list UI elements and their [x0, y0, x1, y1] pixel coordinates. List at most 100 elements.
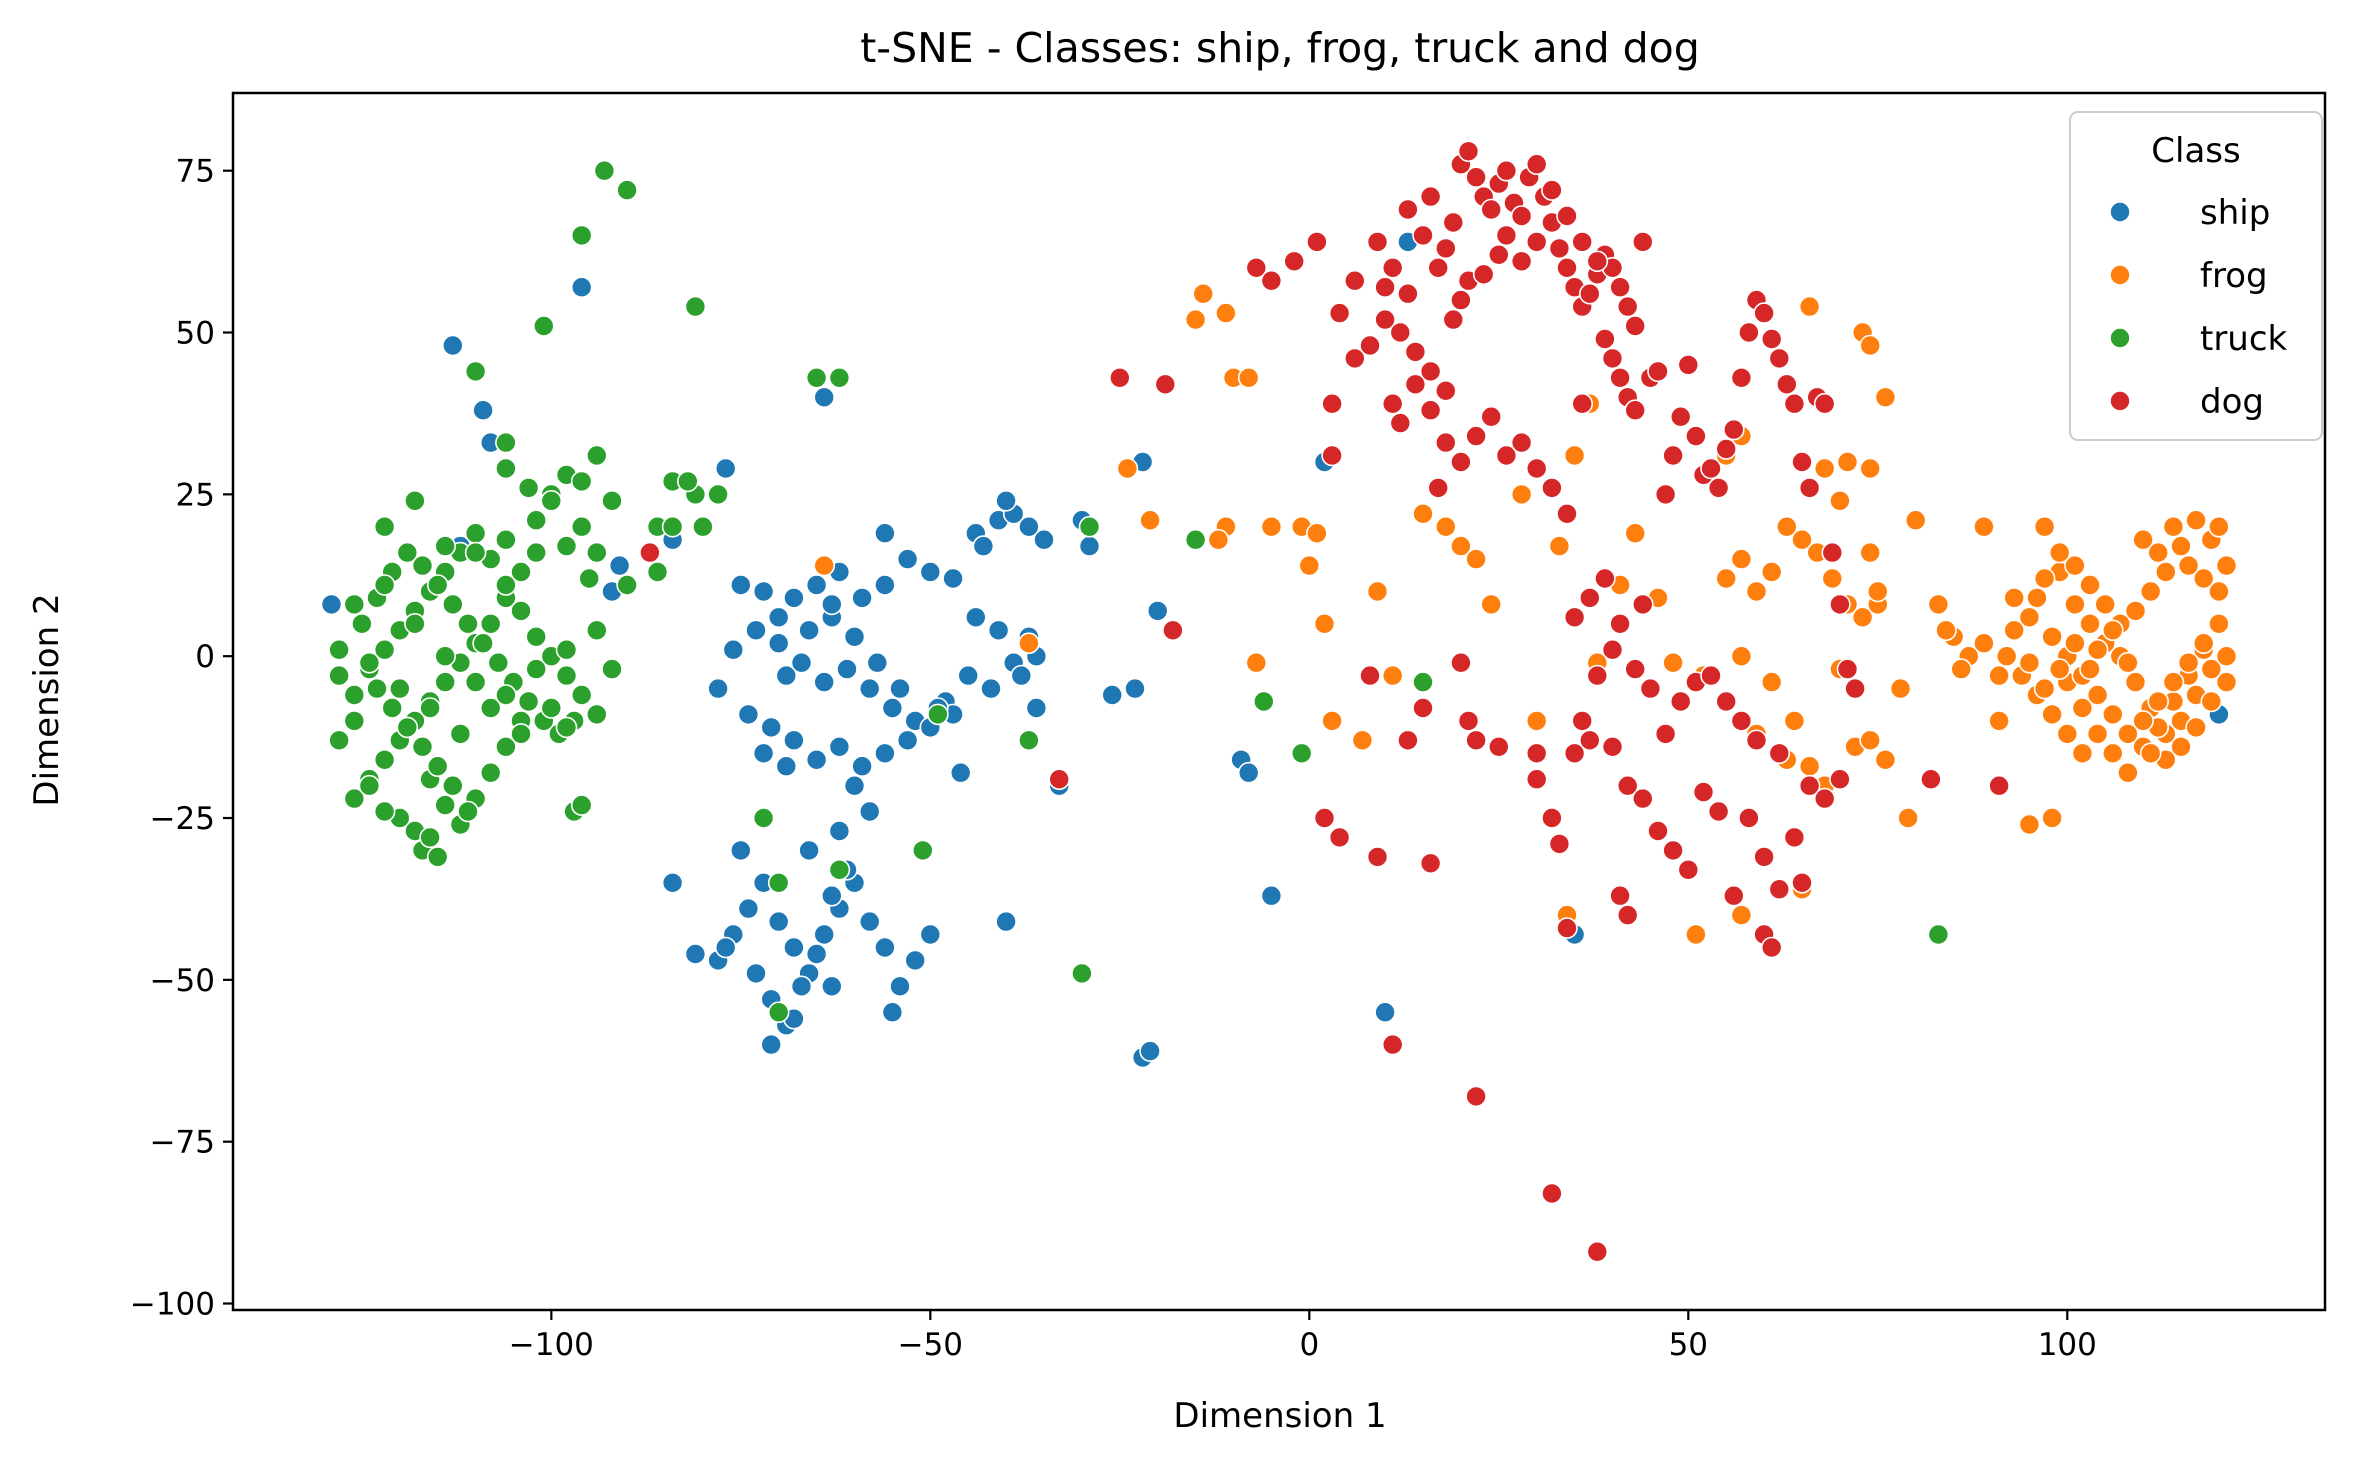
point-truck [328, 729, 350, 752]
point-frog [1760, 561, 1783, 583]
point-dog [1776, 373, 1798, 396]
point-frog [2185, 509, 2207, 532]
point-ship [995, 489, 1017, 512]
point-ship [813, 671, 836, 693]
legend-marker-dog [2109, 390, 2131, 412]
point-frog [1776, 515, 1798, 538]
point-frog [1207, 528, 1230, 551]
legend-marker-ship [2109, 201, 2131, 223]
y-tick-label: −25 [150, 801, 215, 837]
point-dog [1374, 276, 1396, 299]
point-frog [1859, 729, 1881, 752]
point-truck [373, 515, 396, 538]
point-truck [457, 612, 479, 635]
point-frog [1548, 535, 1571, 557]
point-dog [1632, 787, 1654, 810]
point-dog [1677, 354, 1700, 376]
point-dog [1435, 379, 1457, 402]
point-dog [1328, 826, 1351, 849]
point-ship [775, 664, 798, 687]
point-truck [525, 625, 548, 648]
point-frog [2079, 612, 2101, 635]
x-tick-label: 100 [2038, 1327, 2097, 1363]
point-truck [1412, 671, 1434, 693]
point-frog [2102, 703, 2124, 726]
point-frog [2086, 638, 2109, 661]
point-truck [593, 159, 616, 182]
y-tick-label: 25 [176, 477, 215, 513]
point-dog [1563, 742, 1586, 765]
point-truck [646, 561, 669, 583]
point-dog [1571, 231, 1593, 253]
point-truck [1927, 923, 1950, 946]
point-truck [434, 794, 457, 816]
point-frog [1874, 748, 1897, 771]
point-truck [525, 541, 548, 564]
point-dog [1707, 800, 1730, 823]
point-ship [820, 975, 843, 998]
point-frog [2018, 606, 2041, 629]
point-ship [1078, 535, 1101, 557]
point-dog [1632, 593, 1654, 616]
legend-marker-frog [2109, 264, 2131, 286]
y-tick-label: 50 [176, 316, 215, 352]
point-truck [487, 651, 510, 674]
point-dog [1647, 360, 1669, 383]
point-frog [2124, 671, 2147, 693]
point-frog [1783, 710, 1806, 732]
point-truck [419, 826, 441, 849]
point-truck [1078, 515, 1101, 538]
point-frog [1874, 386, 1897, 409]
point-dog [1488, 244, 1510, 266]
point-dog [1609, 366, 1631, 389]
point-frog [1973, 515, 1995, 538]
point-dog [1988, 774, 2010, 797]
point-truck [381, 697, 404, 719]
point-ship [828, 820, 851, 842]
legend-label-dog: dog [2200, 382, 2264, 422]
point-dog [1669, 690, 1692, 713]
point-truck [358, 774, 381, 797]
point-frog [1366, 580, 1389, 603]
point-dog [1768, 742, 1791, 765]
point-dog [1465, 166, 1487, 188]
point-truck [767, 1001, 790, 1024]
point-ship [737, 703, 760, 726]
point-frog [2064, 632, 2086, 655]
point-truck [495, 457, 517, 480]
point-ship [980, 677, 1002, 700]
point-dog [1700, 457, 1722, 480]
point-ship [1124, 677, 1146, 700]
point-truck [464, 541, 487, 564]
point-frog [2071, 697, 2094, 719]
point-dog [1624, 399, 1646, 422]
point-ship [767, 606, 790, 629]
point-ship [889, 677, 911, 700]
point-truck [472, 632, 494, 655]
point-dog [1435, 237, 1457, 260]
point-ship [874, 574, 896, 596]
point-truck [676, 470, 699, 493]
point-dog [1419, 185, 1442, 208]
point-dog [1412, 224, 1434, 247]
point-dog [1480, 405, 1502, 428]
point-dog [1397, 729, 1419, 752]
point-frog [1745, 580, 1768, 603]
legend: Class ship frog truck dog [2069, 111, 2323, 441]
point-frog [1624, 522, 1646, 545]
y-tick-label: −75 [150, 1125, 215, 1161]
point-dog [1495, 224, 1518, 247]
point-dog [1397, 282, 1419, 305]
point-dog [1344, 347, 1366, 370]
point-frog [2033, 567, 2056, 590]
point-frog [2215, 645, 2238, 668]
point-ship [790, 651, 813, 674]
point-frog [1215, 302, 1237, 324]
legend-marker-truck [2109, 327, 2131, 349]
point-ship [889, 975, 911, 998]
point-truck [396, 541, 419, 564]
point-frog [2162, 671, 2185, 693]
point-frog [2177, 651, 2200, 674]
point-dog [1381, 392, 1404, 415]
x-axis-label: Dimension 1 [1173, 1396, 1386, 1436]
